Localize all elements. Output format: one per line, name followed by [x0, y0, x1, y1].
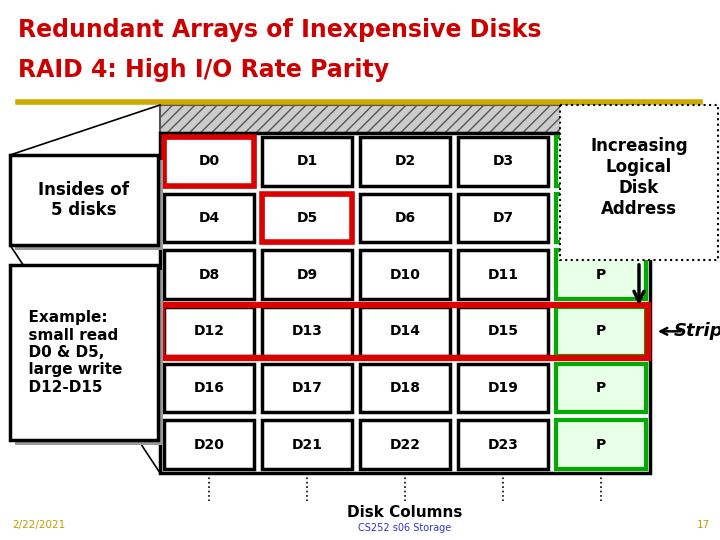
Text: 2/22/2021: 2/22/2021 [12, 520, 66, 530]
Bar [262, 251, 352, 299]
Text: P: P [596, 211, 606, 225]
Bar [458, 420, 548, 469]
Bar [556, 420, 646, 469]
Text: D19: D19 [487, 381, 518, 395]
Text: Stripe: Stripe [674, 322, 720, 340]
Text: D18: D18 [390, 381, 420, 395]
Text: D3: D3 [492, 154, 513, 168]
Text: D20: D20 [194, 437, 225, 451]
Text: RAID 4: High I/O Rate Parity: RAID 4: High I/O Rate Parity [18, 58, 389, 82]
Text: Insides of
5 disks: Insides of 5 disks [38, 180, 130, 219]
Text: Redundant Arrays of Inexpensive Disks: Redundant Arrays of Inexpensive Disks [18, 18, 541, 42]
Text: D14: D14 [390, 325, 420, 339]
Bar [360, 251, 450, 299]
Text: D17: D17 [292, 381, 323, 395]
Text: CS252 s06 Storage: CS252 s06 Storage [359, 523, 451, 533]
Bar [164, 137, 254, 186]
Bar [360, 420, 450, 469]
Bar [262, 137, 352, 186]
Text: P: P [596, 437, 606, 451]
Bar [360, 194, 450, 242]
Text: D1: D1 [297, 154, 318, 168]
Text: P: P [596, 381, 606, 395]
Bar [160, 133, 650, 473]
Text: D15: D15 [487, 325, 518, 339]
Bar [360, 363, 450, 413]
Bar [360, 307, 450, 356]
Text: Disk Columns: Disk Columns [347, 505, 463, 520]
Text: D9: D9 [297, 268, 318, 282]
Bar [164, 194, 254, 242]
Bar [162, 305, 648, 357]
Bar [262, 194, 352, 242]
Bar [458, 251, 548, 299]
Bar [15, 160, 163, 250]
Text: D5: D5 [297, 211, 318, 225]
Text: D4: D4 [199, 211, 220, 225]
Text: D8: D8 [199, 268, 220, 282]
Bar [164, 307, 254, 356]
Text: D23: D23 [487, 437, 518, 451]
Bar [556, 137, 646, 186]
Bar [458, 307, 548, 356]
Text: D16: D16 [194, 381, 225, 395]
Text: D21: D21 [292, 437, 323, 451]
Text: D10: D10 [390, 268, 420, 282]
Bar [164, 251, 254, 299]
Bar [15, 270, 163, 445]
Text: D7: D7 [492, 211, 513, 225]
Bar [164, 363, 254, 413]
Bar [262, 194, 352, 242]
Bar [262, 307, 352, 356]
Bar [458, 137, 548, 186]
Bar [560, 105, 718, 260]
Bar [164, 137, 254, 186]
Text: D0: D0 [199, 154, 220, 168]
Bar [262, 420, 352, 469]
Bar [160, 105, 650, 133]
Bar [10, 155, 158, 245]
Text: P: P [596, 154, 606, 168]
Bar [262, 363, 352, 413]
Bar [10, 265, 158, 440]
Text: D12: D12 [194, 325, 225, 339]
Text: D11: D11 [487, 268, 518, 282]
Text: P: P [596, 325, 606, 339]
Text: D13: D13 [292, 325, 323, 339]
Text: Example:
  small read
  D0 & D5,
  large write
  D12-D15: Example: small read D0 & D5, large write… [18, 310, 122, 395]
Bar [458, 363, 548, 413]
Bar [556, 251, 646, 299]
Bar [556, 307, 646, 356]
Text: D6: D6 [395, 211, 415, 225]
Text: P: P [596, 268, 606, 282]
Text: 17: 17 [697, 520, 710, 530]
Bar [360, 137, 450, 186]
Text: Increasing
Logical
Disk
Address: Increasing Logical Disk Address [590, 137, 688, 218]
Bar [556, 194, 646, 242]
Text: D22: D22 [390, 437, 420, 451]
Bar [556, 363, 646, 413]
Bar [458, 194, 548, 242]
Text: D2: D2 [395, 154, 415, 168]
Bar [164, 420, 254, 469]
